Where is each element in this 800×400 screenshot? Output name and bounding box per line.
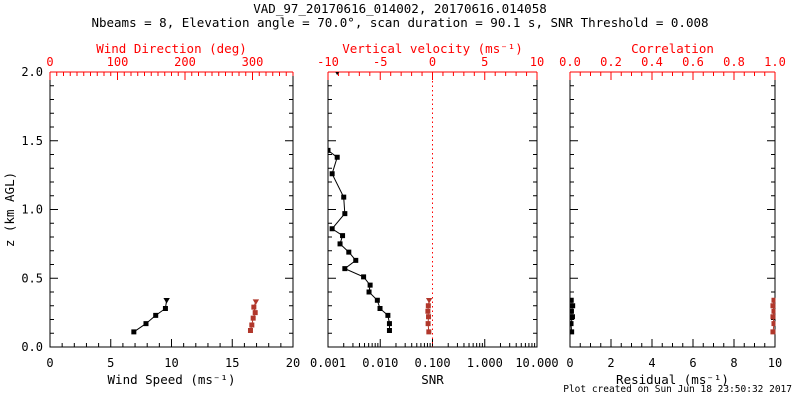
svg-text:0.0: 0.0	[21, 340, 43, 354]
x-bottom-tick-label: 10	[164, 356, 178, 370]
y-axis-ticks	[570, 71, 775, 348]
x-top-tick-label: 0.4	[641, 55, 663, 69]
plot-created-timestamp: Plot created on Sun Jun 18 23:50:32 2017	[563, 384, 792, 395]
y-axis-ticks	[50, 71, 293, 348]
x-bottom-tick-label: 6	[689, 356, 696, 370]
svg-text:1.0: 1.0	[21, 203, 43, 217]
series-snr-profile	[327, 147, 392, 333]
svg-text:2.0: 2.0	[21, 65, 43, 79]
x-bottom-tick-label: 8	[730, 356, 737, 370]
x-axis-top-title: Wind Direction (deg)	[96, 41, 247, 56]
series-wind-direction	[247, 299, 260, 333]
x-top-tick-label: 10	[530, 55, 544, 69]
x-bottom-tick-label: 20	[286, 356, 300, 370]
y-axis-tick-labels: 0.0 0.5 1.0 1.5 2.0	[21, 65, 43, 354]
x-top-tick-label: 100	[107, 55, 129, 69]
y-axis-ticks	[328, 71, 537, 348]
series-snr-top-point	[335, 72, 340, 76]
series-residual	[569, 297, 576, 335]
x-axis-top-title: Correlation	[631, 41, 714, 56]
svg-text:0.5: 0.5	[21, 271, 43, 285]
x-axis-top: -10 -5 0 5 10 Vertical velocity (ms⁻¹)	[317, 41, 544, 80]
x-bottom-tick-label: 4	[648, 356, 655, 370]
x-bottom-tick-label: 0	[46, 356, 53, 370]
x-axis-bottom: 0 5 10 15 20 Wind Speed (ms⁻¹)	[46, 339, 300, 387]
series-vertical-velocity	[425, 298, 433, 335]
x-axis-bottom-title: Residual (ms⁻¹)	[616, 372, 729, 387]
svg-text:1.5: 1.5	[21, 134, 43, 148]
x-bottom-tick-label: 0.001	[310, 356, 346, 370]
x-axis-bottom-title: Wind Speed (ms⁻¹)	[108, 372, 236, 387]
x-bottom-tick-label: 2	[607, 356, 614, 370]
x-bottom-tick-label: 0	[566, 356, 573, 370]
y-axis-title: z (km AGL)	[2, 172, 17, 247]
x-bottom-tick-label: 5	[107, 356, 114, 370]
x-top-tick-label: 0.2	[600, 55, 622, 69]
x-top-tick-label: 0.8	[723, 55, 745, 69]
x-top-tick-label: -10	[317, 55, 339, 69]
x-axis-top-title: Vertical velocity (ms⁻¹)	[342, 41, 523, 56]
x-top-tick-label: 300	[242, 55, 264, 69]
x-top-tick-label: 0	[429, 55, 436, 69]
x-bottom-tick-label: 10.000	[515, 356, 558, 370]
x-top-tick-label: 200	[174, 55, 196, 69]
x-axis-bottom: 0.001 0.010 0.100 1.000 10.000 SNR	[310, 339, 559, 387]
x-top-tick-label: 5	[481, 55, 488, 69]
x-bottom-tick-label: 0.100	[414, 356, 450, 370]
x-top-tick-label: 0.6	[682, 55, 704, 69]
x-top-tick-label: 0	[46, 55, 53, 69]
panel-snr-vv: 0.001 0.010 0.100 1.000 10.000 SNR -10 -5 0 5 10 Ve…	[310, 41, 559, 387]
plot-subtitle: Nbeams = 8, Elevation angle = 70.0°, sca…	[91, 15, 709, 30]
x-axis-bottom-title: SNR	[421, 372, 444, 387]
x-top-tick-label: 0.0	[559, 55, 581, 69]
series-wind-speed	[131, 298, 170, 335]
x-bottom-tick-label: 0.010	[362, 356, 398, 370]
panel-frame	[49, 72, 294, 348]
panel-residual-correlation: 0 2 4 6 8 10 Residual (ms⁻¹) 0.0 0.2 0.4 0.6 0.8 1.0…	[559, 41, 786, 387]
series-correlation	[770, 297, 776, 335]
x-axis-top: 0.0 0.2 0.4 0.6 0.8 1.0 Correlation	[559, 41, 786, 80]
x-axis-bottom: 0 2 4 6 8 10 Residual (ms⁻¹)	[566, 339, 782, 387]
x-top-tick-label: -5	[373, 55, 387, 69]
x-bottom-tick-label: 10	[768, 356, 782, 370]
panel-frame	[569, 72, 776, 348]
x-bottom-tick-label: 15	[225, 356, 239, 370]
x-top-tick-label: 1.0	[764, 55, 786, 69]
plot-title: VAD_97_20170616_014002, 20170616.014058	[253, 1, 547, 16]
x-bottom-tick-label: 1.000	[467, 356, 503, 370]
